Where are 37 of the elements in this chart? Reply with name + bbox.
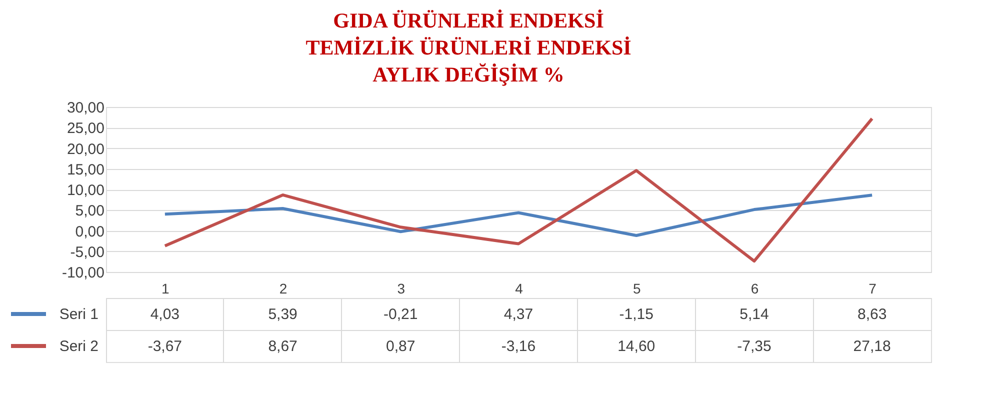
y-tick-label: 0,00 [75, 223, 104, 240]
x-tick-label: 7 [868, 280, 877, 296]
data-label: 8,63 [857, 306, 887, 323]
y-tick-label: 25,00 [66, 120, 104, 138]
x-tick-label: 2 [279, 280, 288, 296]
data-label: -1,15 [619, 306, 654, 323]
x-tick-label: 5 [632, 280, 641, 296]
y-tick-label: 30,00 [66, 100, 104, 116]
y-tick-label: 5,00 [75, 202, 104, 220]
text: AYLIK DEĞİŞİM % [372, 62, 564, 86]
line-series [163, 117, 874, 263]
legend-label: Seri 2 [59, 338, 98, 355]
text: GIDA ÜRÜNLERİ ENDEKSİ [333, 8, 604, 32]
data-label: 0,87 [386, 338, 416, 355]
data-label: 4,37 [504, 306, 534, 323]
data-label: -3,67 [148, 338, 182, 355]
data-label: -7,35 [737, 338, 772, 355]
y-tick-label: 10,00 [66, 182, 104, 199]
text: TEMİZLİK ÜRÜNLERİ ENDEKSİ [306, 36, 632, 60]
data-label: -3,16 [501, 338, 536, 355]
x-tick-label: 1 [162, 280, 170, 296]
data-label: 14,60 [618, 338, 656, 355]
data-label: 27,18 [853, 338, 891, 355]
line-series [163, 194, 874, 237]
data-label: 5,14 [740, 306, 769, 323]
data-label: 4,03 [150, 306, 180, 323]
y-tick-label: 20,00 [66, 140, 104, 158]
x-tick-label: 4 [515, 280, 524, 296]
y-tick-label: -5,00 [70, 244, 104, 261]
data-label: 8,67 [268, 338, 298, 355]
legend-label: Seri 1 [59, 306, 98, 323]
y-tick-label: 15,00 [66, 161, 104, 178]
data-label: 5,39 [268, 306, 298, 323]
data-label: -0,21 [384, 306, 418, 323]
y-tick-label: -10,00 [62, 264, 104, 282]
x-tick-label: 3 [397, 280, 406, 296]
x-tick-label: 6 [750, 280, 759, 296]
